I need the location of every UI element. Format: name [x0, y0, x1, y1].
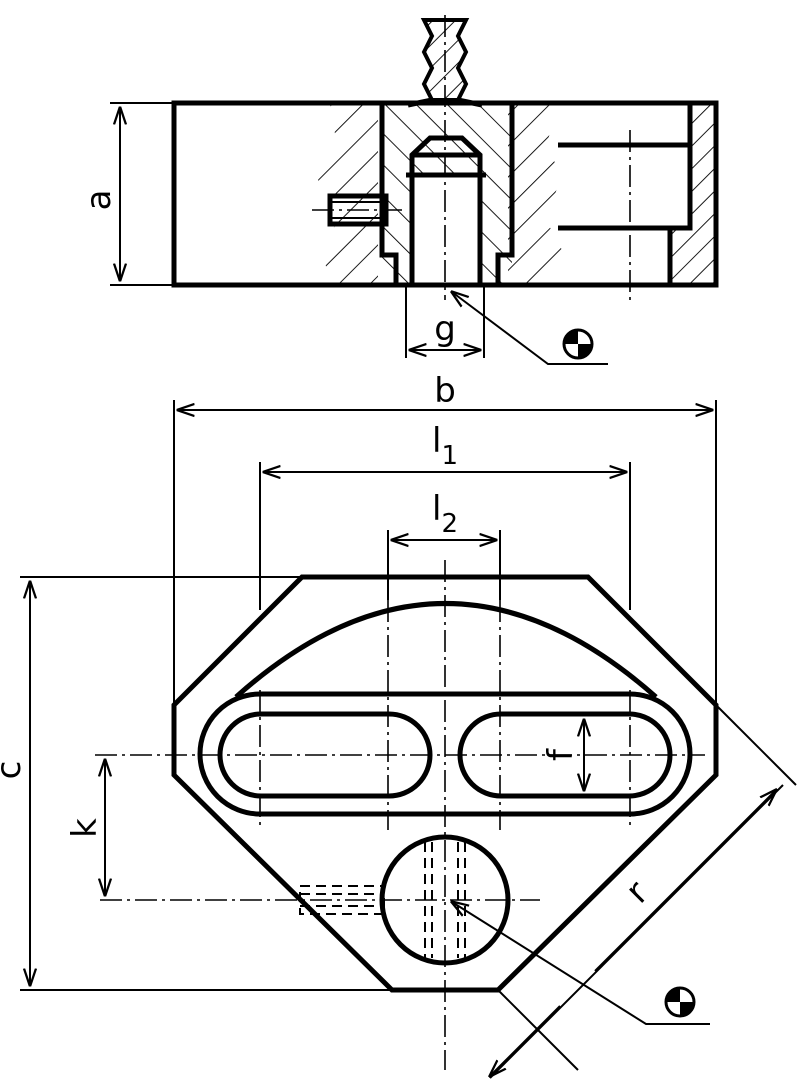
hatch-right-wall [508, 103, 562, 283]
plan-view: b l1 l2 f [0, 371, 797, 1078]
dim-label-r: r [618, 873, 656, 911]
dim-label-g: g [434, 309, 456, 349]
top-arc [234, 601, 658, 699]
center-of-gravity-icon [664, 986, 696, 1018]
dim-label-a: a [79, 190, 119, 211]
dim-label-b: b [434, 371, 456, 411]
hatch-bushing [382, 103, 512, 283]
section-view: a g [79, 15, 719, 365]
dim-label-c: c [0, 761, 29, 780]
set-screw [312, 193, 402, 227]
dim-label-l1: l1 [432, 421, 458, 471]
hatch-right-end [670, 103, 716, 283]
dim-label-k: k [65, 818, 105, 838]
dim-label-l2: l2 [432, 489, 458, 539]
hatch-left-wall [318, 103, 378, 283]
dim-label-f: f [541, 748, 581, 761]
center-of-gravity-icon [562, 328, 594, 360]
